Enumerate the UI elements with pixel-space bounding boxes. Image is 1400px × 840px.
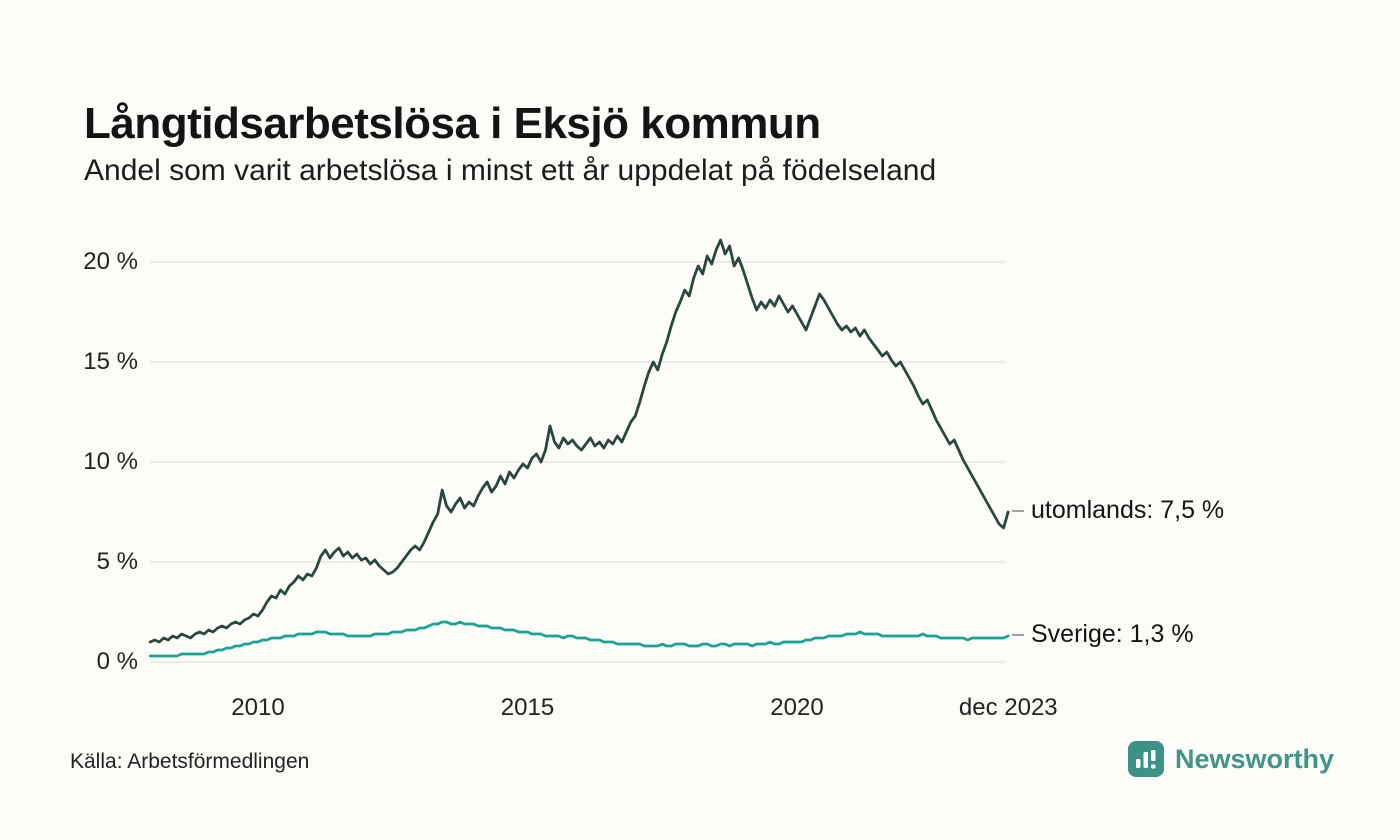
x-tick-label: 2020 — [770, 694, 824, 721]
newsworthy-logo: Newsworthy — [1127, 740, 1334, 778]
x-tick-label: dec 2023 — [958, 694, 1058, 721]
series-label-sverige: Sverige: 1,3 % — [1012, 620, 1194, 649]
newsworthy-logo-text: Newsworthy — [1174, 743, 1334, 774]
y-tick-label: 0 % — [96, 648, 138, 675]
y-tick-label: 5 % — [96, 548, 138, 575]
utomlands-line — [148, 238, 1010, 644]
label-tick-dash — [1012, 509, 1024, 512]
y-tick-label: 10 % — [83, 448, 138, 475]
sverige-line — [148, 620, 1010, 658]
page-title: Långtidsarbetslösa i Eksjö kommun — [84, 99, 821, 149]
page-subtitle: Andel som varit arbetslösa i minst ett å… — [84, 154, 937, 187]
newsworthy-logo-icon — [1127, 741, 1164, 777]
series-label-sverige-text: Sverige: 1,3 % — [1031, 620, 1194, 648]
y-tick-label: 15 % — [83, 348, 138, 375]
x-tick-label: 2015 — [500, 694, 555, 721]
series-label-utomlands-text: utomlands: 7,5 % — [1031, 496, 1225, 524]
label-tick-dash — [1012, 633, 1024, 636]
series-label-utomlands: utomlands: 7,5 % — [1012, 496, 1224, 525]
y-tick-label: 20 % — [83, 248, 138, 275]
source-text: Källa: Arbetsförmedlingen — [70, 750, 310, 773]
x-tick-label: 2010 — [231, 694, 285, 721]
